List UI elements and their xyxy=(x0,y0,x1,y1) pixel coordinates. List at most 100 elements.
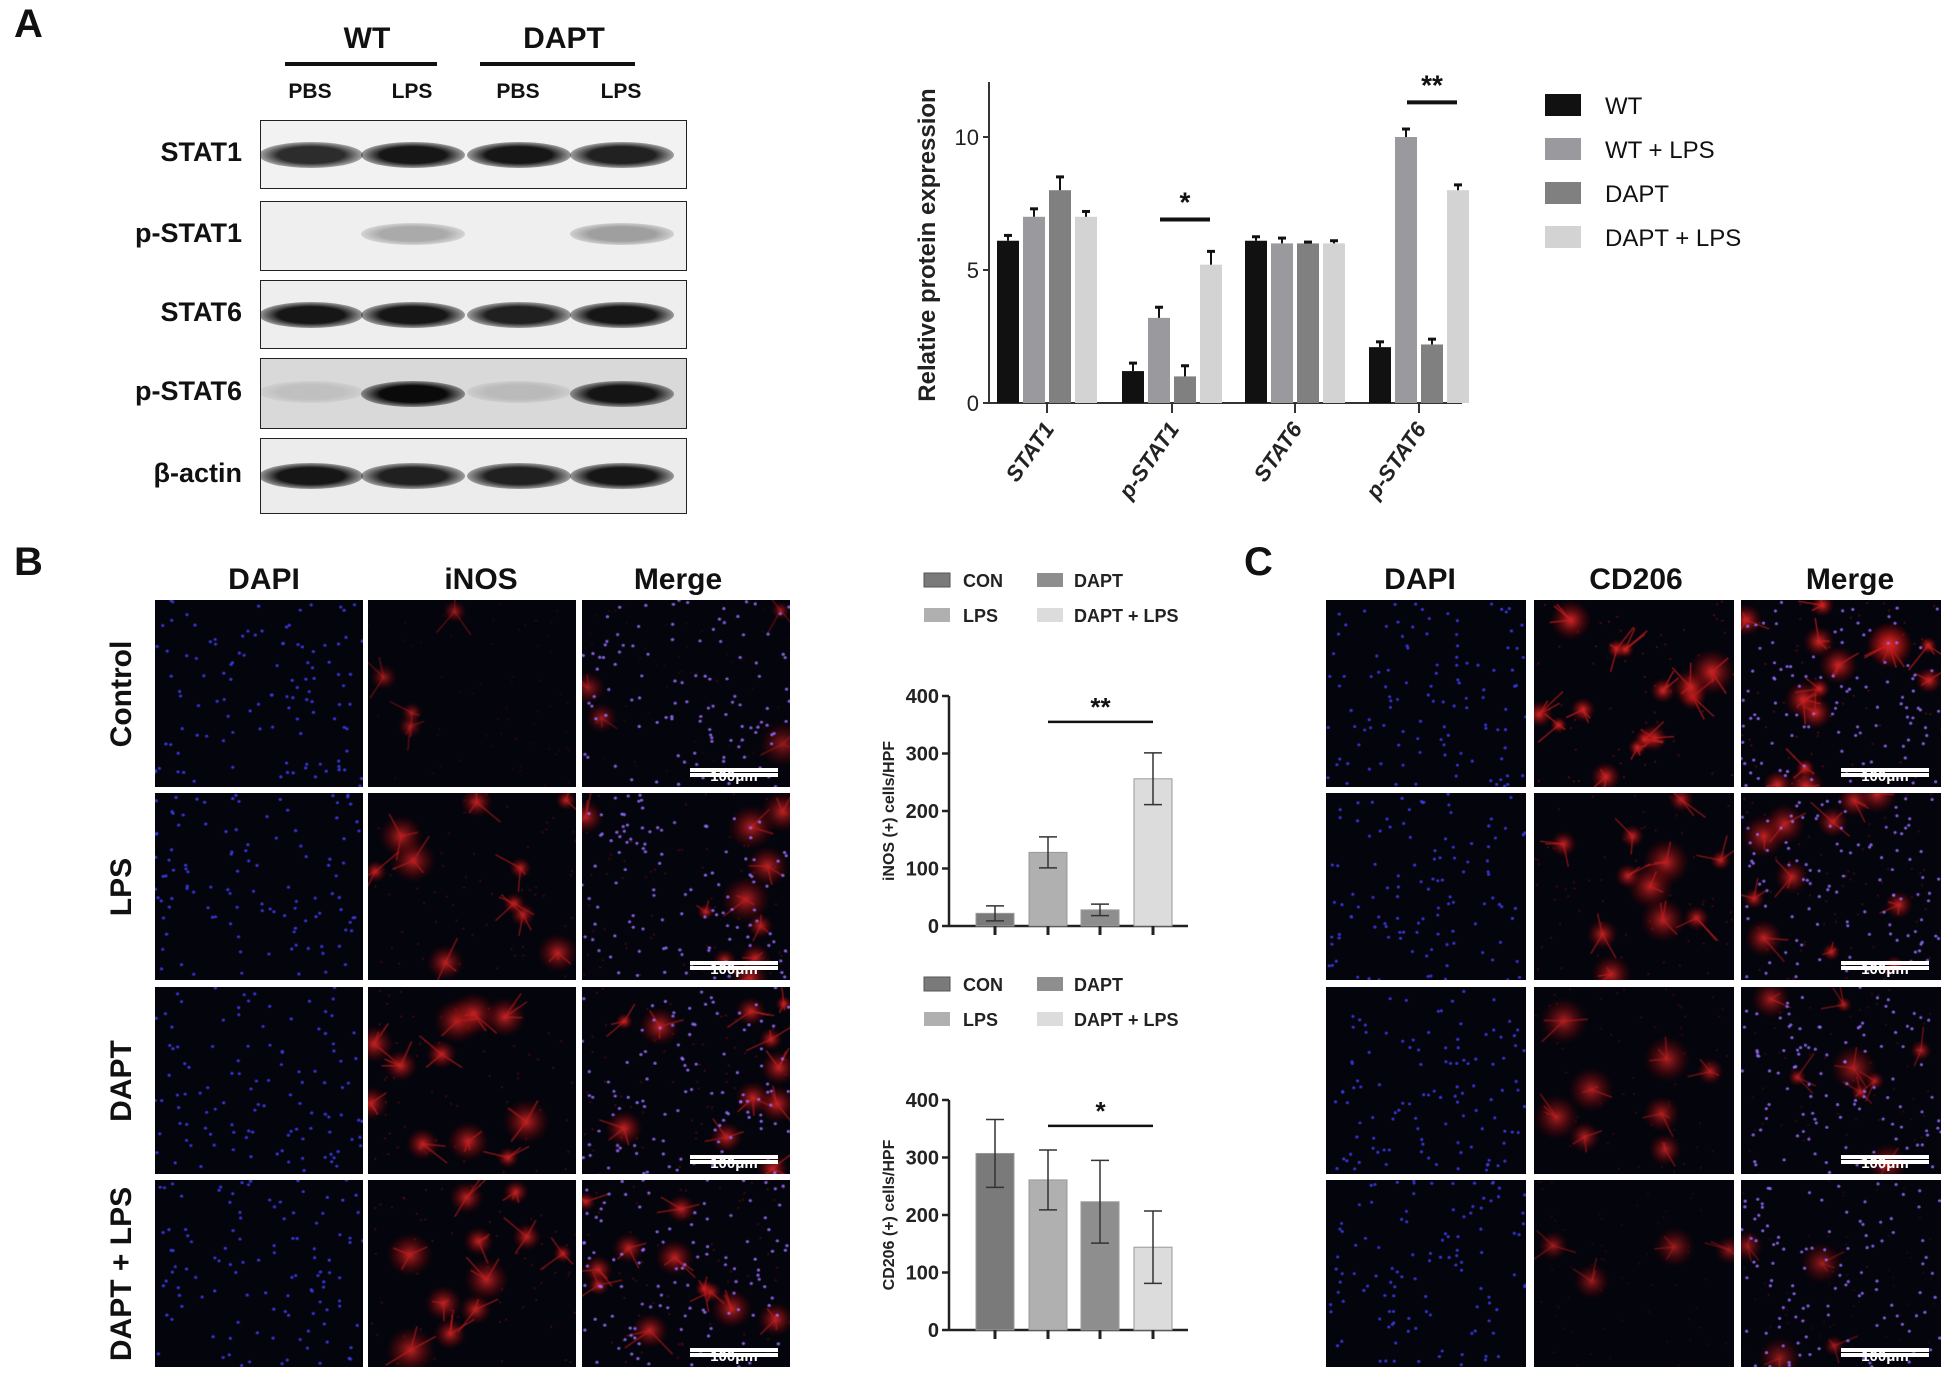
protein-band xyxy=(361,141,465,168)
micrograph-image xyxy=(1741,793,1941,980)
blot-row-label: β-actin xyxy=(153,458,243,488)
bar xyxy=(1395,137,1417,403)
bar xyxy=(997,240,1019,403)
protein-band xyxy=(570,463,674,489)
y-tick-label: 200 xyxy=(906,801,939,823)
legend-swatch xyxy=(924,608,950,622)
legend-swatch xyxy=(924,1012,950,1026)
scale-bar: 100μm xyxy=(1841,960,1929,978)
column-header: iNOS xyxy=(444,563,518,596)
micrograph-merge: 100μm xyxy=(1741,1180,1941,1367)
micrograph-dapi xyxy=(155,793,363,980)
y-axis-label: CD206 (+) cells/HPF xyxy=(881,1139,898,1290)
lane-label: PBS xyxy=(496,80,540,103)
protein-band xyxy=(261,141,363,168)
y-tick-label: 100 xyxy=(906,1263,939,1285)
y-tick-label: 400 xyxy=(906,686,939,708)
y-tick-label: 400 xyxy=(906,1090,939,1112)
micrograph-image xyxy=(155,793,363,980)
micrograph-image xyxy=(368,1180,576,1367)
y-axis-label: iNOS (+) cells/HPF xyxy=(881,741,898,881)
protein-band xyxy=(570,223,674,245)
protein-band xyxy=(467,463,571,489)
protein-band xyxy=(467,380,571,403)
blot-row-label: STAT1 xyxy=(160,136,242,167)
protein-band xyxy=(361,301,465,328)
micrograph-red xyxy=(1534,987,1734,1174)
legend-label: DAPT xyxy=(1605,181,1669,208)
protein-band xyxy=(361,223,465,245)
inos-cd206-charts: CON LPS DAPT DAPT + LPS 0 100 200 300 400 iNOS (+… xyxy=(881,571,1188,1342)
protein-band xyxy=(570,380,674,407)
legend-swatch xyxy=(1545,94,1581,116)
micrograph-dapi xyxy=(1326,987,1526,1174)
legend-label: DAPT xyxy=(1074,975,1123,995)
lane-label: LPS xyxy=(600,80,642,103)
y-tick-label: 200 xyxy=(906,1205,939,1227)
legend-label: DAPT + LPS xyxy=(1605,225,1741,252)
micrograph-image xyxy=(155,987,363,1174)
scale-bar: 100μm xyxy=(1841,1347,1929,1365)
bar xyxy=(1023,216,1045,403)
scale-bar-line xyxy=(1841,966,1929,970)
panel-label-c: C xyxy=(1244,540,1273,584)
micrograph-merge: 100μm xyxy=(1741,793,1941,980)
group-line xyxy=(480,62,635,66)
legend-label: CON xyxy=(963,975,1003,995)
micrograph-image xyxy=(1534,793,1734,980)
scale-bar-line xyxy=(1841,773,1929,777)
bar xyxy=(1200,264,1222,403)
micrograph-image xyxy=(155,1180,363,1367)
bar xyxy=(1122,371,1144,403)
blot-row xyxy=(260,438,687,514)
blot-row-label: p-STAT1 xyxy=(135,218,242,248)
micrograph-image xyxy=(368,793,576,980)
protein-band xyxy=(361,463,465,489)
scale-bar: 100μm xyxy=(1841,767,1929,785)
legend-label: WT + LPS xyxy=(1605,137,1715,164)
micrograph-image xyxy=(1534,987,1734,1174)
bar xyxy=(1447,190,1469,403)
protein-band xyxy=(261,380,363,403)
legend-swatch xyxy=(923,976,951,992)
micrograph-image xyxy=(1741,1180,1941,1367)
micrograph-red xyxy=(368,987,576,1174)
legend-swatch xyxy=(923,572,951,588)
micrograph-red xyxy=(1534,600,1734,787)
micrograph-dapi xyxy=(1326,793,1526,980)
y-axis-label: Relative protein expression xyxy=(914,88,941,401)
legend-swatch xyxy=(1037,573,1063,587)
blot-row xyxy=(260,280,687,349)
micrograph-merge: 100μm xyxy=(582,600,790,787)
legend-swatch xyxy=(1545,182,1581,204)
scale-bar-label: 100μm xyxy=(1841,1155,1929,1172)
scale-bar: 100μm xyxy=(1841,1154,1929,1172)
y-tick-label: 5 xyxy=(967,258,979,283)
scale-bar-line xyxy=(690,1353,778,1357)
scale-bar-line xyxy=(690,966,778,970)
lane-label: PBS xyxy=(288,80,332,103)
protein-expression-chart: 0 5 10 Relative protein expression STAT1 p-ST… xyxy=(914,69,1741,505)
bar xyxy=(1369,347,1391,403)
bar xyxy=(1271,243,1293,403)
scale-bar-line xyxy=(690,1160,778,1164)
micrograph-image xyxy=(1326,1180,1526,1367)
micrograph-merge: 100μm xyxy=(1741,600,1941,787)
blot-row-label: p-STAT6 xyxy=(135,375,242,406)
micrograph-merge: 100μm xyxy=(582,987,790,1174)
y-tick-label: 300 xyxy=(906,1148,939,1170)
bar xyxy=(1148,317,1170,403)
x-tick-label: p-STAT1 xyxy=(1113,418,1184,505)
legend-swatch xyxy=(1545,138,1581,160)
micrograph-dapi xyxy=(1326,1180,1526,1367)
micrograph-merge: 100μm xyxy=(582,793,790,980)
y-tick-label: 0 xyxy=(967,391,979,416)
scale-bar-label: 100μm xyxy=(1841,1348,1929,1365)
legend-label: DAPT + LPS xyxy=(1074,1010,1179,1030)
column-header: DAPI xyxy=(228,563,300,596)
column-header: Merge xyxy=(633,563,723,596)
bar xyxy=(1323,243,1345,403)
column-header: CD206 xyxy=(1589,563,1683,596)
micrograph-image xyxy=(1326,987,1526,1174)
micrograph-dapi xyxy=(155,600,363,787)
